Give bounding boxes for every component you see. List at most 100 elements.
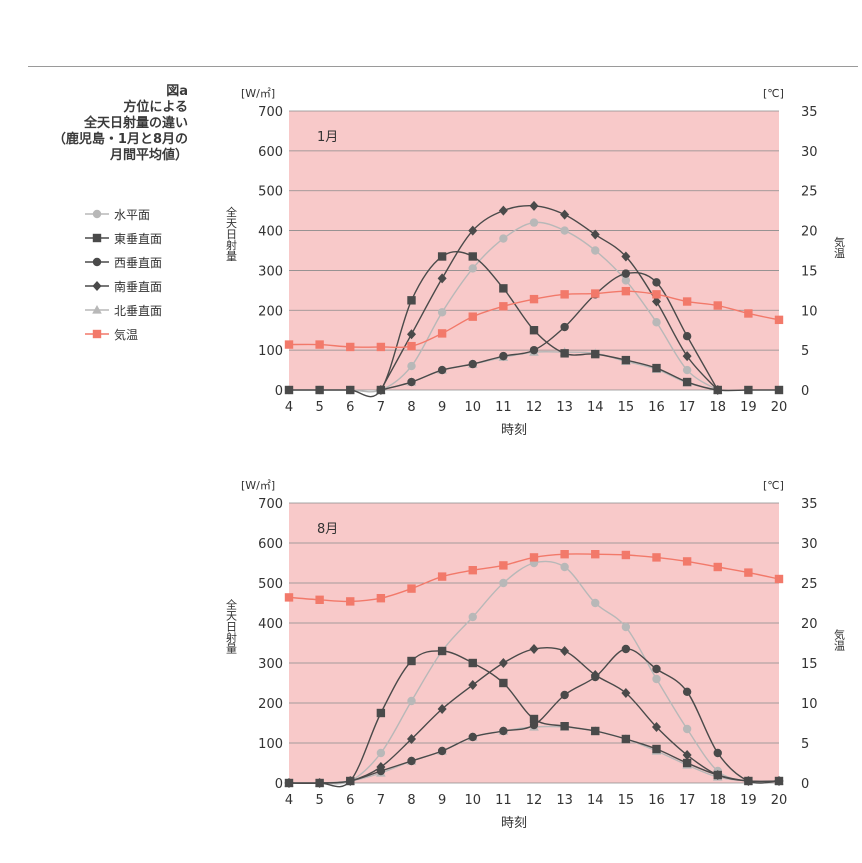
data-point <box>590 670 600 680</box>
caption-line-3: 全天日射量の違い <box>83 116 188 131</box>
data-point <box>407 329 416 340</box>
x-tick-label: 4 <box>285 400 293 415</box>
y2-tick-label: 20 <box>801 225 818 240</box>
y2-tick-label: 0 <box>801 384 809 399</box>
x-tick-label: 13 <box>556 793 573 808</box>
y2-tick-label: 10 <box>801 304 818 319</box>
x-tick-label: 11 <box>495 400 512 415</box>
data-point <box>468 658 477 668</box>
data-point <box>591 550 600 559</box>
data-point <box>652 290 661 299</box>
data-point <box>407 734 416 744</box>
data-point <box>315 385 324 395</box>
y2-tick-label: 35 <box>801 105 818 120</box>
data-point <box>315 340 324 349</box>
x-tick-label: 6 <box>346 793 354 808</box>
data-point <box>652 318 661 327</box>
y2-tick-label: 20 <box>801 617 818 632</box>
data-point <box>652 744 661 754</box>
data-point <box>682 750 692 760</box>
data-point <box>468 566 477 575</box>
data-point <box>560 550 569 559</box>
data-point <box>591 726 600 736</box>
x-tick-label: 17 <box>679 793 696 808</box>
data-point <box>529 644 539 654</box>
legend-swatch-marker <box>92 209 102 219</box>
legend-label: 南垂直面 <box>114 280 163 294</box>
data-point <box>682 758 692 768</box>
data-point <box>499 578 508 588</box>
data-point <box>284 778 294 788</box>
x-tick-label: 18 <box>709 400 726 415</box>
y-tick-label: 200 <box>258 304 283 319</box>
data-point <box>498 205 508 216</box>
x-tick-label: 16 <box>648 793 665 808</box>
y-tick-label: 0 <box>275 777 283 792</box>
caption-line-4: （鹿児島・1月と8月の <box>52 132 188 147</box>
x-tick-label: 11 <box>495 793 512 808</box>
y-tick-label: 600 <box>258 145 283 160</box>
legend-swatch-marker <box>92 305 102 314</box>
y-tick-label: 100 <box>258 344 283 359</box>
legend-swatch-marker <box>92 257 102 267</box>
y2-tick-label: 25 <box>801 577 818 592</box>
data-point <box>346 342 355 352</box>
legend-swatch-east <box>85 233 109 243</box>
y-unit-label: [W/㎡] <box>241 479 275 492</box>
data-point <box>407 696 416 706</box>
data-point <box>682 351 692 362</box>
data-point <box>346 597 355 606</box>
data-point <box>468 680 478 690</box>
x-tick-label: 7 <box>377 400 385 415</box>
data-point <box>652 674 661 684</box>
y-tick-label: 300 <box>258 657 283 672</box>
y-tick-label: 100 <box>258 737 283 752</box>
data-point <box>407 361 416 371</box>
legend-swatch-temperature <box>85 329 109 339</box>
data-point <box>682 687 692 696</box>
data-point <box>407 341 416 351</box>
data-point <box>315 778 325 788</box>
data-point <box>407 296 416 305</box>
y2-tick-label: 0 <box>801 777 809 792</box>
x-tick-label: 4 <box>285 793 293 808</box>
data-point <box>499 561 508 570</box>
data-point <box>591 598 600 608</box>
y2-tick-label: 15 <box>801 657 818 672</box>
data-point <box>744 309 753 318</box>
x-tick-label: 9 <box>438 400 446 415</box>
caption-line-1: 図a <box>166 84 188 99</box>
data-point <box>560 646 570 656</box>
data-point <box>682 331 692 341</box>
legend-swatch-marker <box>92 329 102 339</box>
data-point <box>713 301 722 310</box>
top-divider <box>28 66 858 67</box>
data-point <box>652 553 661 562</box>
data-point <box>529 294 539 304</box>
data-point <box>743 776 753 786</box>
data-point <box>468 359 477 369</box>
y2-axis-title: 気温 <box>833 235 846 258</box>
y-tick-label: 200 <box>258 697 283 712</box>
y-axis-title: 全天日射量 <box>225 598 238 654</box>
data-point <box>560 562 569 572</box>
x-tick-label: 17 <box>679 400 696 415</box>
data-point <box>621 355 631 365</box>
data-point <box>774 385 784 395</box>
x-tick-label: 7 <box>377 793 385 808</box>
y-axis-title: 全天日射量 <box>225 205 238 261</box>
data-point <box>407 656 416 666</box>
y-tick-label: 600 <box>258 537 283 552</box>
legend-swatch-north <box>85 305 109 314</box>
caption-line-2: 方位による <box>123 100 188 115</box>
x-tick-label: 13 <box>556 400 573 415</box>
data-point <box>652 363 661 373</box>
data-point <box>621 286 631 296</box>
x-tick-label: 5 <box>315 793 323 808</box>
data-point <box>376 342 386 352</box>
legend-label: 東垂直面 <box>114 232 163 246</box>
series-5 <box>284 550 784 606</box>
caption-line-5: 月間平均値） <box>109 148 188 163</box>
y-unit-label: [W/㎡] <box>241 87 275 100</box>
data-point <box>682 557 692 566</box>
